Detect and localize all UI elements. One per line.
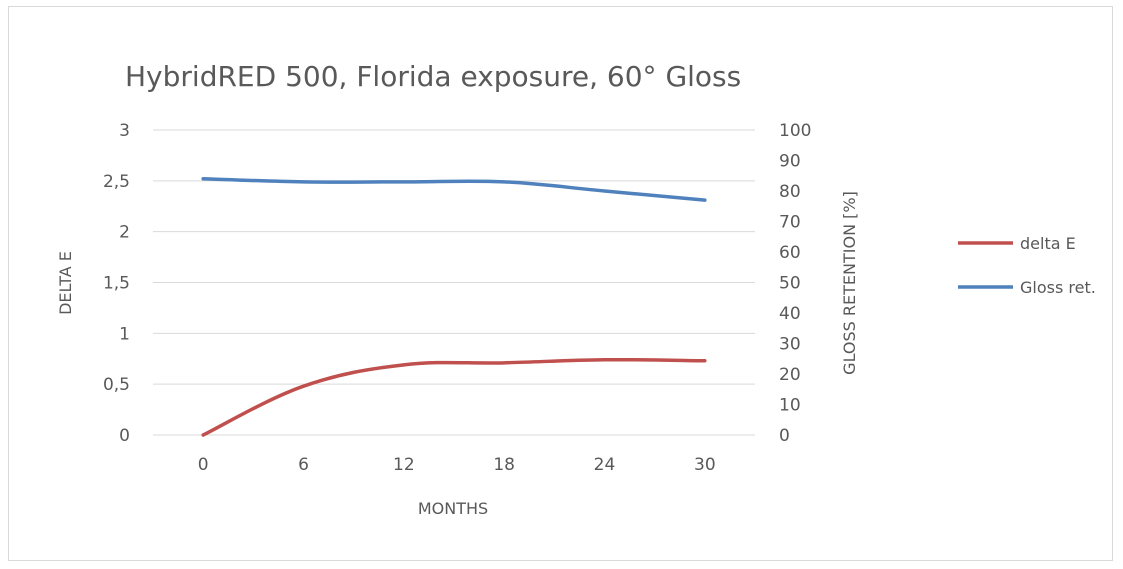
right-tick-label: 100 (779, 121, 811, 141)
right-tick-label: 40 (779, 304, 801, 324)
x-tick-label: 24 (594, 455, 616, 475)
series-line-delta-e (201, 357, 707, 437)
x-axis-ticks: 0 6 12 18 24 30 (198, 455, 716, 475)
right-axis-title: GLOSS RETENTION [%] (840, 191, 859, 375)
x-tick-label: 0 (198, 455, 209, 475)
chart-title: HybridRED 500, Florida exposure, 60° Glo… (125, 60, 741, 93)
left-tick-label: 2,5 (103, 172, 130, 192)
right-tick-label: 80 (779, 182, 801, 202)
x-axis-title: MONTHS (418, 499, 488, 518)
x-tick-label: 30 (694, 455, 716, 475)
x-tick-label: 6 (298, 455, 309, 475)
right-tick-label: 10 (779, 396, 801, 416)
left-tick-label: 2 (119, 223, 130, 243)
gridlines (153, 129, 755, 436)
left-tick-label: 0,5 (103, 375, 130, 395)
series-line-gloss-ret- (201, 177, 707, 202)
right-axis-ticks: 0 10 20 30 40 50 60 70 80 90 100 (779, 121, 811, 446)
series-lines (201, 177, 707, 437)
right-tick-label: 90 (779, 152, 801, 172)
right-tick-label: 50 (779, 274, 801, 294)
legend-label: Gloss ret. (1020, 278, 1096, 297)
left-tick-label: 0 (119, 426, 130, 446)
x-tick-label: 12 (393, 455, 415, 475)
left-axis-ticks: 0 0,5 1 1,5 2 2,5 3 (103, 121, 130, 446)
right-tick-label: 0 (779, 426, 790, 446)
legend-label: delta E (1020, 234, 1076, 253)
legend: delta E Gloss ret. (958, 234, 1096, 297)
left-axis-title: DELTA E (56, 251, 75, 315)
right-tick-label: 20 (779, 365, 801, 385)
left-tick-label: 1 (119, 324, 130, 344)
right-tick-label: 60 (779, 243, 801, 263)
left-tick-label: 1,5 (103, 274, 130, 294)
chart-frame (8, 6, 1113, 561)
left-tick-label: 3 (119, 121, 130, 141)
right-tick-label: 30 (779, 335, 801, 355)
x-tick-label: 18 (493, 455, 515, 475)
right-tick-label: 70 (779, 213, 801, 233)
